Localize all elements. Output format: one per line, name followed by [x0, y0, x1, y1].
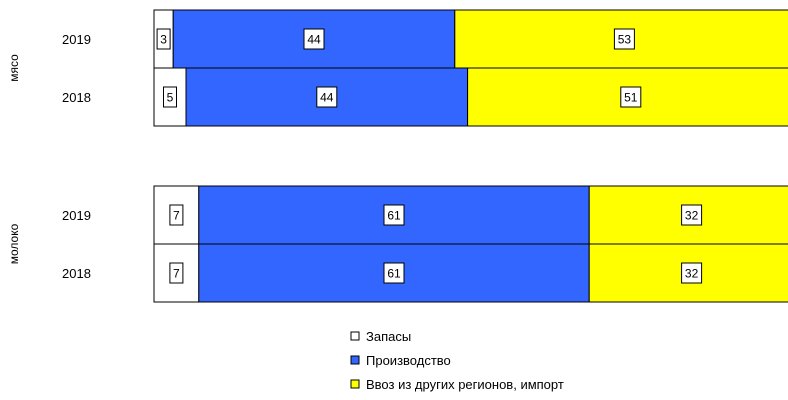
legend-entry: Запасы — [366, 329, 411, 344]
category-label: 2019 — [62, 32, 91, 47]
data-label: 3 — [160, 33, 167, 47]
data-label: 32 — [685, 209, 699, 223]
data-label: 32 — [685, 267, 699, 281]
legend-swatch — [350, 331, 360, 341]
data-label-box — [169, 262, 184, 284]
data-label-box — [163, 86, 177, 108]
data-label-box — [681, 204, 703, 226]
legend-swatch — [350, 379, 360, 389]
data-label: 5 — [167, 91, 174, 105]
group-label: молоко — [7, 223, 21, 264]
legend-entry: Ввоз из других регионов, импорт — [366, 377, 564, 392]
data-label: 7 — [173, 267, 180, 281]
data-label-box — [620, 86, 642, 108]
legend-swatch — [350, 355, 360, 365]
category-label: 2018 — [62, 266, 91, 281]
legend-entry: Производство — [366, 353, 451, 368]
category-label: 2018 — [62, 90, 91, 105]
data-label: 61 — [387, 267, 401, 281]
category-label: 2019 — [62, 208, 91, 223]
data-label-box — [169, 204, 184, 226]
data-label-box — [383, 262, 405, 284]
data-label: 51 — [624, 91, 638, 105]
data-label: 44 — [320, 91, 334, 105]
data-label-box — [383, 204, 405, 226]
data-label: 53 — [618, 33, 632, 47]
data-label-box — [156, 28, 171, 50]
group-label: мясо — [7, 54, 21, 82]
data-label: 44 — [307, 33, 321, 47]
data-label: 7 — [173, 209, 180, 223]
data-label-box — [316, 86, 338, 108]
data-label-box — [613, 28, 635, 50]
data-label: 61 — [387, 209, 401, 223]
data-label-box — [681, 262, 703, 284]
data-label-box — [303, 28, 325, 50]
